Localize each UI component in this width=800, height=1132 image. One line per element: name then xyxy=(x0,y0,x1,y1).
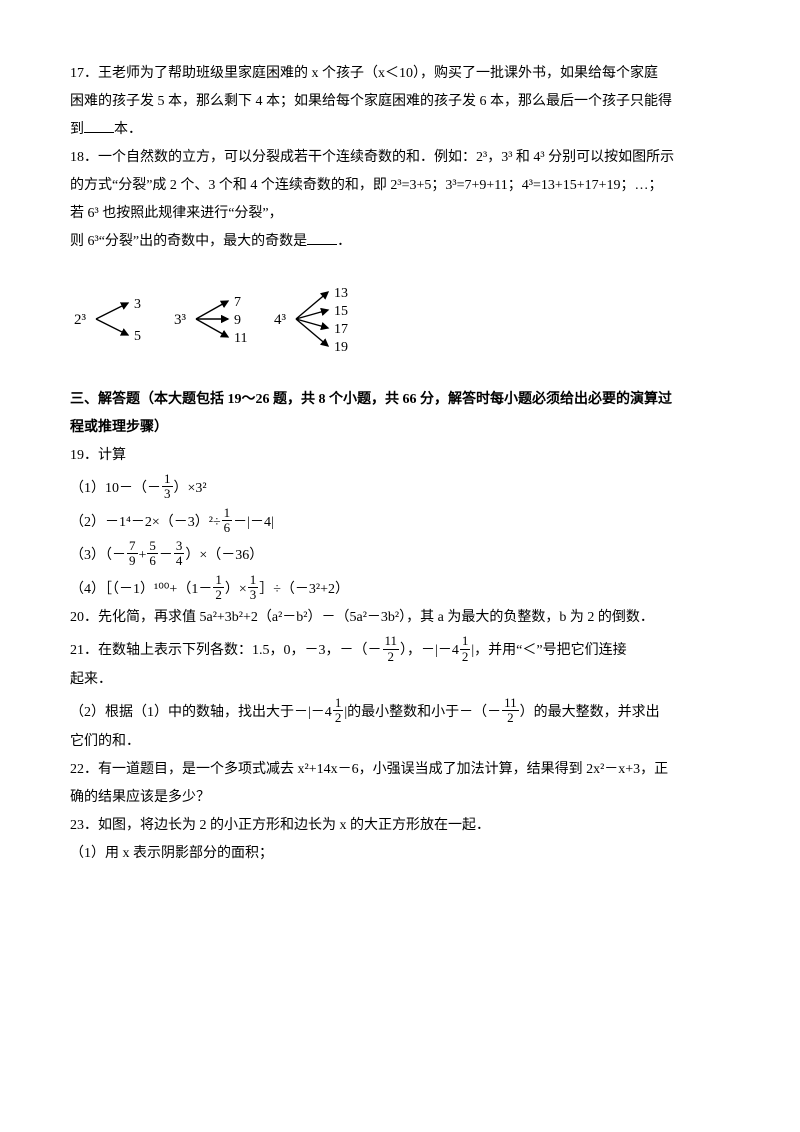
frac-den: 4 xyxy=(174,554,185,568)
q19-head: 19．计算 xyxy=(70,442,730,470)
fraction: 13 xyxy=(248,573,259,603)
svg-text:7: 7 xyxy=(234,295,241,310)
q21-line2d: 它们的和． xyxy=(70,728,730,756)
frac-den: 2 xyxy=(502,711,519,725)
q19-p4-b: ）× xyxy=(225,582,247,597)
q19-p4-a: （4）［（－1）¹⁰⁰+（1－ xyxy=(70,582,212,597)
svg-text:11: 11 xyxy=(234,331,247,346)
q22-line1: 22．有一道题目，是一个多项式减去 x²+14x－6，小强误当成了加法计算，结果… xyxy=(70,756,730,784)
q21-line1: 21．在数轴上表示下列各数：1.5，0，－3，－（－112），－|－412|，并… xyxy=(70,636,730,666)
svg-text:3³: 3³ xyxy=(174,312,187,328)
q21-l1-b: ），－|－4 xyxy=(400,643,459,658)
svg-text:13: 13 xyxy=(334,286,348,301)
q21-l2-b: |的最小整数和小于－（－ xyxy=(344,705,501,720)
q21-l1-a: 21．在数轴上表示下列各数：1.5，0，－3，－（－ xyxy=(70,643,382,658)
q23-line1: 23．如图，将边长为 2 的小正方形和边长为 x 的大正方形放在一起． xyxy=(70,812,730,840)
frac-num: 11 xyxy=(383,634,400,649)
q19-p3-b: （－ xyxy=(105,548,126,563)
svg-text:5: 5 xyxy=(134,329,141,344)
frac-den: 2 xyxy=(460,650,471,664)
section3-title-l2: 程或推理步骤） xyxy=(70,414,730,442)
svg-text:19: 19 xyxy=(334,340,348,355)
q17-line3: 到 本． xyxy=(70,116,730,144)
frac-den: 6 xyxy=(147,554,158,568)
fraction: 34 xyxy=(174,539,185,569)
frac-num: 1 xyxy=(213,573,224,588)
q19-p2: （2）－1⁴－2×（－3）²÷16－|－4| xyxy=(70,508,730,538)
q19-p3: （3）（－79+56－34）×（－36） xyxy=(70,541,730,571)
fraction: 112 xyxy=(502,696,519,726)
q19-p4: （4）［（－1）¹⁰⁰+（1－12）×13］÷（－3²+2） xyxy=(70,575,730,605)
fraction: 12 xyxy=(460,634,471,664)
q17-prefix: 到 xyxy=(70,122,84,137)
q19-p2-b: －|－4| xyxy=(233,515,274,530)
q23-line2: （1）用 x 表示阴影部分的面积； xyxy=(70,840,730,868)
q21-l2-a: （2）根据（1）中的数轴，找出大于－|－4 xyxy=(70,705,332,720)
q21-l1-c: |，并用“＜”号把它们连接 xyxy=(471,643,626,658)
frac-num: 1 xyxy=(460,634,471,649)
frac-num: 1 xyxy=(162,472,173,487)
q19-p1-b: ）×3² xyxy=(174,481,207,496)
frac-den: 3 xyxy=(162,487,173,501)
split-diagram-svg: 2³ 3 5 3³ 7 9 11 4³ 13 15 17 19 xyxy=(70,264,400,374)
fill-blank[interactable] xyxy=(84,118,114,133)
q17-line1: 17．王老师为了帮助班级里家庭困难的 x 个孩子（x＜10），购买了一批课外书，… xyxy=(70,60,730,88)
frac-den: 9 xyxy=(127,554,138,568)
fraction: 13 xyxy=(162,472,173,502)
exam-page: 17．王老师为了帮助班级里家庭困难的 x 个孩子（x＜10），购买了一批课外书，… xyxy=(0,0,800,1132)
q19-p2-a: （2）－1⁴－2×（－3）²÷ xyxy=(70,515,221,530)
q18-line2: 的方式“分裂”成 2 个、3 个和 4 个连续奇数的和，即 2³=3+5；3³=… xyxy=(70,172,730,200)
q19-p3-f: ×（－36） xyxy=(199,548,263,563)
fraction: 56 xyxy=(147,539,158,569)
q19-p1: （1）10－（－13）×3² xyxy=(70,474,730,504)
frac-den: 2 xyxy=(333,711,344,725)
svg-text:3: 3 xyxy=(134,297,141,312)
q20: 20．先化简，再求值 5a²+3b²+2（a²－b²）－（5a²－3b²），其 … xyxy=(70,604,730,632)
fill-blank[interactable] xyxy=(307,230,337,245)
q19-p3-e: ） xyxy=(185,548,199,563)
q19-p4-c: ］÷（－3²+2） xyxy=(259,582,349,597)
frac-den: 2 xyxy=(383,650,400,664)
svg-text:9: 9 xyxy=(234,313,241,328)
frac-num: 1 xyxy=(333,696,344,711)
fraction: 79 xyxy=(127,539,138,569)
fraction: 12 xyxy=(213,573,224,603)
fraction: 16 xyxy=(222,506,233,536)
q19-p3-c: + xyxy=(139,548,147,563)
q18-l4-suffix: ． xyxy=(337,234,351,249)
q19-p1-a: （1）10－（－ xyxy=(70,481,161,496)
frac-den: 2 xyxy=(213,588,224,602)
svg-text:15: 15 xyxy=(334,304,348,319)
svg-text:17: 17 xyxy=(334,322,348,337)
section3-title-l1: 三、解答题（本大题包括 19～26 题，共 8 个小题，共 66 分，解答时每小… xyxy=(70,386,730,414)
q18-l4-prefix: 则 6³“分裂”出的奇数中，最大的奇数是 xyxy=(70,234,307,249)
q22-line2: 确的结果应该是多少？ xyxy=(70,784,730,812)
q18-line1: 18．一个自然数的立方，可以分裂成若干个连续奇数的和．例如：2³，3³ 和 4³… xyxy=(70,144,730,172)
frac-num: 1 xyxy=(248,573,259,588)
q19-p3-a: （3） xyxy=(70,548,105,563)
frac-den: 3 xyxy=(248,588,259,602)
q21-l2-c: ）的最大整数，并求出 xyxy=(520,705,660,720)
q21-line2: （2）根据（1）中的数轴，找出大于－|－412|的最小整数和小于－（－112）的… xyxy=(70,698,730,728)
frac-num: 5 xyxy=(147,539,158,554)
frac-num: 7 xyxy=(127,539,138,554)
q17-line2: 困难的孩子发 5 本，那么剩下 4 本；如果给每个家庭困难的孩子发 6 本，那么… xyxy=(70,88,730,116)
q19-p3-d: － xyxy=(159,548,173,563)
frac-num: 11 xyxy=(502,696,519,711)
frac-num: 1 xyxy=(222,506,233,521)
q18-line3: 若 6³ 也按照此规律来进行“分裂”， xyxy=(70,200,730,228)
frac-num: 3 xyxy=(174,539,185,554)
q17-suffix: 本． xyxy=(114,122,142,137)
svg-text:2³: 2³ xyxy=(74,312,87,328)
fraction: 112 xyxy=(383,634,400,664)
q18-diagram: 2³ 3 5 3³ 7 9 11 4³ 13 15 17 19 xyxy=(70,264,730,374)
fraction: 12 xyxy=(333,696,344,726)
svg-text:4³: 4³ xyxy=(274,312,287,328)
q21-line1d: 起来． xyxy=(70,666,730,694)
frac-den: 6 xyxy=(222,521,233,535)
q18-line4: 则 6³“分裂”出的奇数中，最大的奇数是 ． xyxy=(70,228,730,256)
